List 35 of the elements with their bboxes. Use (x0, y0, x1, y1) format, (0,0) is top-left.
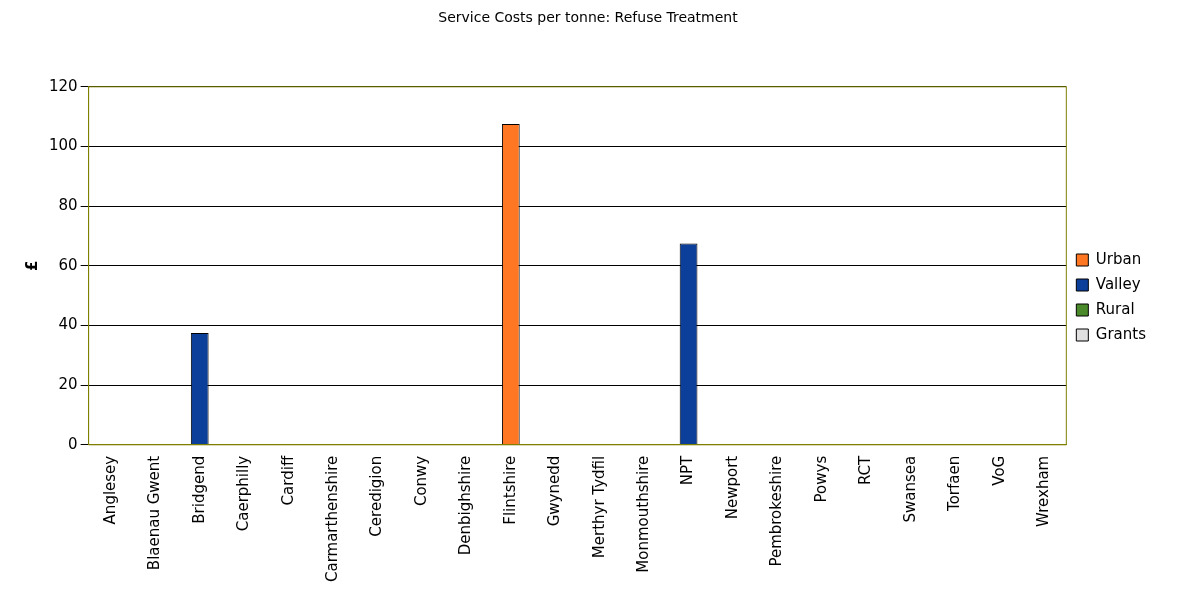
x-tick-label: Pembrokeshire (767, 455, 786, 567)
y-tick-label: 0 (68, 434, 78, 453)
legend-label: Urban (1095, 249, 1142, 268)
y-tick-label: 120 (48, 76, 78, 95)
x-tick-label: Carmarthenshire (322, 455, 341, 582)
legend-label: Valley (1095, 274, 1141, 293)
x-tick-label: Torfaen (945, 455, 964, 512)
x-tick-label: VoG (989, 455, 1008, 486)
y-tick-label: 80 (58, 196, 78, 215)
x-tick-label: Conwy (411, 455, 430, 507)
x-tick-label: Swansea (900, 455, 919, 523)
x-tick-label: Merthyr Tydfil (589, 455, 608, 559)
x-tick-label: Powys (811, 455, 830, 503)
x-tick-label: Anglesey (100, 455, 119, 525)
y-tick-label: 40 (58, 315, 78, 334)
legend-label: Grants (1095, 324, 1147, 343)
x-tick-label: NPT (678, 454, 697, 486)
x-tick-label: Caerphilly (234, 455, 253, 532)
x-tick-label: Gwynedd (545, 455, 564, 527)
x-tick-label: Bridgend (189, 455, 208, 524)
x-tick-label: Flintshire (500, 455, 519, 525)
chart-title: Service Costs per tonne: Refuse Treatment (438, 9, 739, 26)
legend-label: Rural (1095, 299, 1135, 318)
x-tick-label: Blaenau Gwent (145, 455, 164, 571)
y-axis-title: £ (22, 260, 41, 272)
y-tick-label: 60 (58, 255, 78, 274)
x-tick-label: Ceredigion (367, 455, 386, 537)
y-tick-label: 20 (58, 375, 78, 394)
y-tick-label: 100 (48, 136, 78, 155)
x-tick-label: Monmouthshire (634, 455, 653, 573)
x-tick-label: Cardiff (278, 455, 297, 506)
x-tick-label: Newport (722, 455, 741, 520)
x-tick-label: RCT (856, 454, 875, 486)
x-tick-label: Wrexham (1033, 455, 1052, 527)
x-tick-label: Denbighshire (456, 455, 475, 556)
